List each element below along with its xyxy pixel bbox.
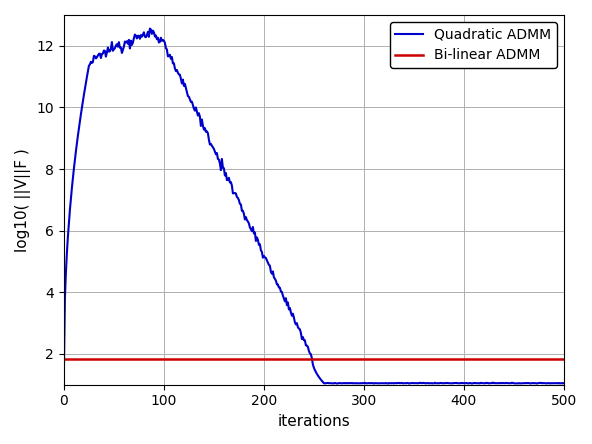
Quadratic ADMM — [477, 381, 484, 386]
Quadratic ADMM — [243, 218, 250, 223]
Bi-linear ADMM — [60, 357, 67, 362]
Quadratic ADMM — [207, 142, 214, 147]
Bi-linear ADMM — [474, 357, 481, 362]
Quadratic ADMM — [384, 381, 391, 386]
Bi-linear ADMM — [184, 357, 191, 362]
Quadratic ADMM — [390, 381, 397, 386]
Y-axis label: log10( ||V||F ): log10( ||V||F ) — [15, 148, 31, 252]
Bi-linear ADMM — [382, 357, 390, 362]
Legend: Quadratic ADMM, Bi-linear ADMM: Quadratic ADMM, Bi-linear ADMM — [390, 22, 557, 68]
Line: Quadratic ADMM: Quadratic ADMM — [64, 28, 564, 384]
Bi-linear ADMM — [388, 357, 395, 362]
Bi-linear ADMM — [560, 357, 567, 362]
Quadratic ADMM — [560, 381, 567, 386]
Quadratic ADMM — [146, 26, 153, 31]
Bi-linear ADMM — [242, 357, 249, 362]
Quadratic ADMM — [384, 381, 391, 386]
X-axis label: iterations: iterations — [278, 414, 350, 429]
Quadratic ADMM — [185, 94, 192, 99]
Bi-linear ADMM — [205, 357, 213, 362]
Quadratic ADMM — [60, 367, 67, 373]
